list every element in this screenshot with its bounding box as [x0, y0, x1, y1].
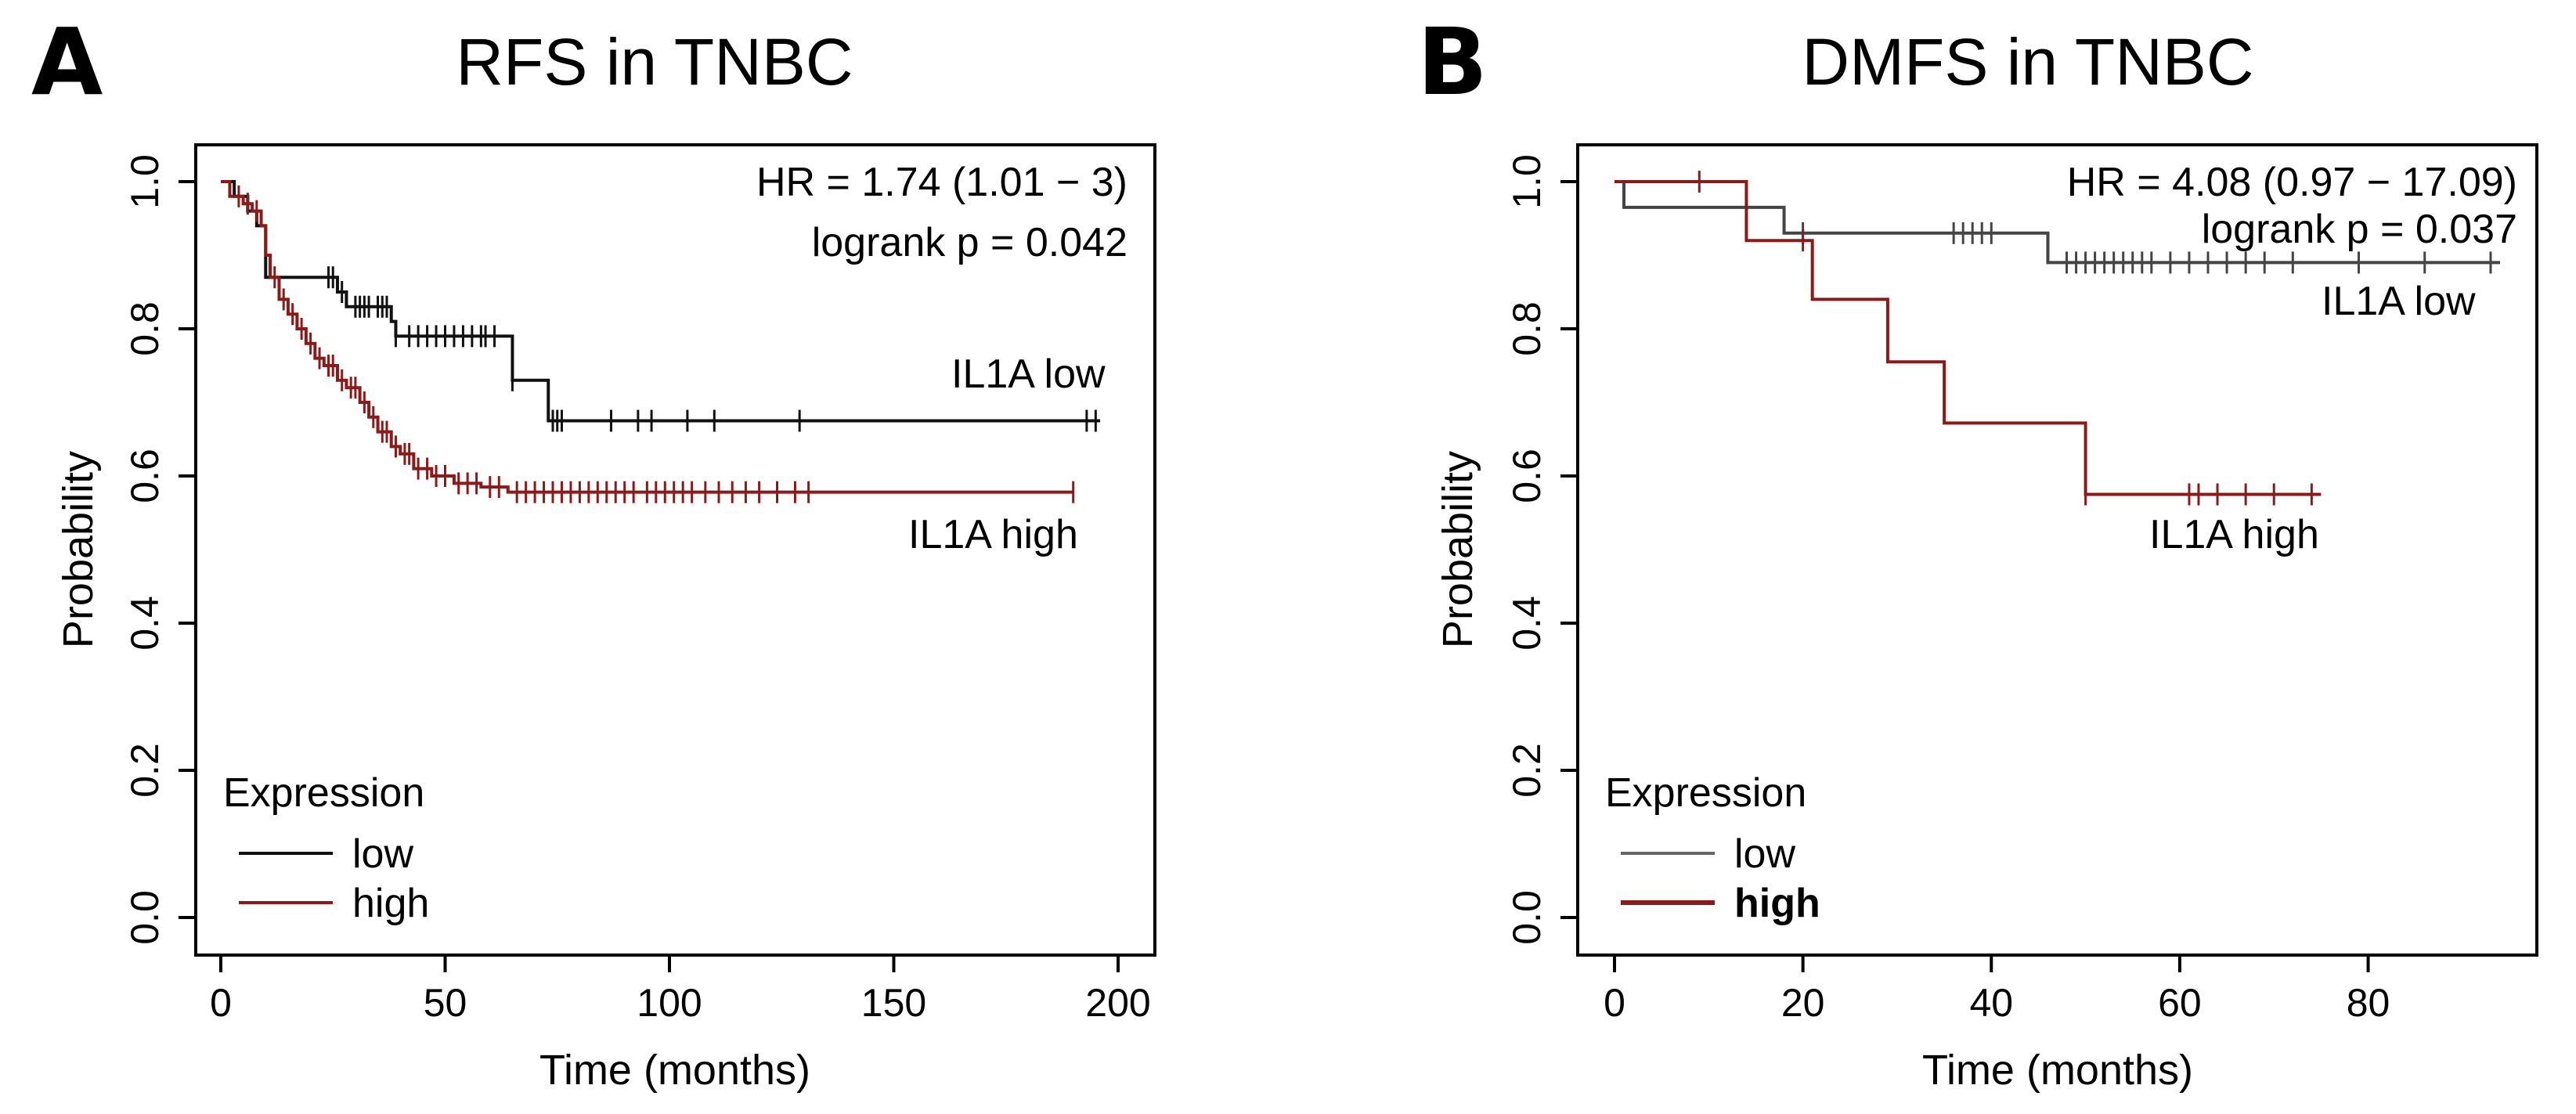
panel-b-y-tick-label: 0.4	[1505, 596, 1549, 651]
panel-a-y-tick-label: 0.0	[123, 890, 167, 945]
panel-b-y-axis-label: Probability	[1434, 451, 1481, 648]
panel-b-curve-low	[1615, 180, 2500, 265]
panel-b-low-end-label: IL1A low	[2322, 279, 2476, 324]
panel-a-legend-title: Expression	[223, 770, 424, 816]
panel-b-x-tick-label: 60	[2158, 981, 2202, 1025]
panel-b-legend-low-label: low	[1734, 831, 1795, 877]
panel-b-x-axis-label: Time (months)	[1922, 1047, 2193, 1094]
panel-a-title: RFS in TNBC	[456, 25, 853, 99]
panel-a-y-axis-label: Probability	[55, 451, 102, 648]
panel-a-plot-frame	[194, 143, 1156, 957]
panel-a-x-tick-label: 100	[637, 981, 702, 1025]
panel-b-legend-high-label: high	[1734, 881, 1820, 926]
panel-b-y-tick-label: 0.0	[1505, 890, 1549, 945]
panel-b-title: DMFS in TNBC	[1802, 25, 2253, 99]
panel-b-y-tick-label: 0.6	[1505, 449, 1549, 503]
panel-a-legend-high-label: high	[352, 881, 429, 926]
panel-a-y-tick-label: 1.0	[123, 154, 167, 209]
panel-a-y-tick-label: 0.8	[123, 301, 167, 356]
panel-a-letter: A	[31, 8, 103, 116]
panel-b-plot-frame	[1576, 143, 2538, 957]
panel-b: B DMFS in TNBC 0.0 0.2 0.4 0.6 0.8 1.0 0 20 40 60…	[1417, 8, 2538, 1094]
panel-a-low-end-label: IL1A low	[951, 352, 1106, 397]
panel-b-y-tick-label: 0.8	[1505, 301, 1549, 356]
panel-a-high-end-label: IL1A high	[908, 512, 1078, 557]
panel-b-hr-text: HR = 4.08 (0.97 − 17.09)	[2067, 160, 2517, 205]
panel-a-x-axis-label: Time (months)	[539, 1047, 810, 1094]
panel-a-axes: 0.0 0.2 0.4 0.6 0.8 1.0 0 50 100 150 200	[123, 154, 1151, 1025]
panel-b-x-tick-label: 40	[1969, 981, 2013, 1025]
panel-a-logrank-text: logrank p = 0.042	[812, 220, 1127, 265]
panel-b-y-tick-label: 1.0	[1505, 154, 1549, 209]
panel-b-high-end-label: IL1A high	[2149, 512, 2319, 557]
panel-b-curves	[1615, 171, 2500, 506]
panel-b-letter: B	[1417, 8, 1488, 116]
panel-b-axes: 0.0 0.2 0.4 0.6 0.8 1.0 0 20 40 60 80	[1505, 154, 2390, 1025]
panel-b-curve-high	[1615, 180, 2322, 496]
panel-a-x-tick-label: 200	[1085, 981, 1150, 1025]
panel-a-x-tick-label: 0	[210, 981, 232, 1025]
panel-b-x-tick-label: 80	[2347, 981, 2390, 1025]
panel-a: A RFS in TNBC 0.0 0.2 0.4 0.6 0.8 1.0 0 50 100 15…	[31, 8, 1156, 1094]
panel-b-logrank-text: logrank p = 0.037	[2202, 207, 2517, 252]
panel-a-y-tick-label: 0.6	[123, 449, 167, 503]
panel-a-x-tick-label: 50	[424, 981, 467, 1025]
panel-a-curves	[221, 180, 1101, 503]
panel-b-x-tick-label: 20	[1781, 981, 1825, 1025]
panel-a-y-tick-label: 0.2	[123, 743, 167, 798]
panel-a-legend-low-label: low	[352, 831, 413, 877]
panel-a-x-tick-label: 150	[861, 981, 926, 1025]
panel-b-x-tick-label: 0	[1604, 981, 1625, 1025]
panel-a-y-tick-label: 0.4	[123, 596, 167, 651]
panel-a-curve-high	[221, 180, 1073, 494]
panel-b-y-tick-label: 0.2	[1505, 743, 1549, 798]
panel-b-legend-title: Expression	[1605, 770, 1806, 816]
panel-a-hr-text: HR = 1.74 (1.01 − 3)	[756, 160, 1127, 205]
